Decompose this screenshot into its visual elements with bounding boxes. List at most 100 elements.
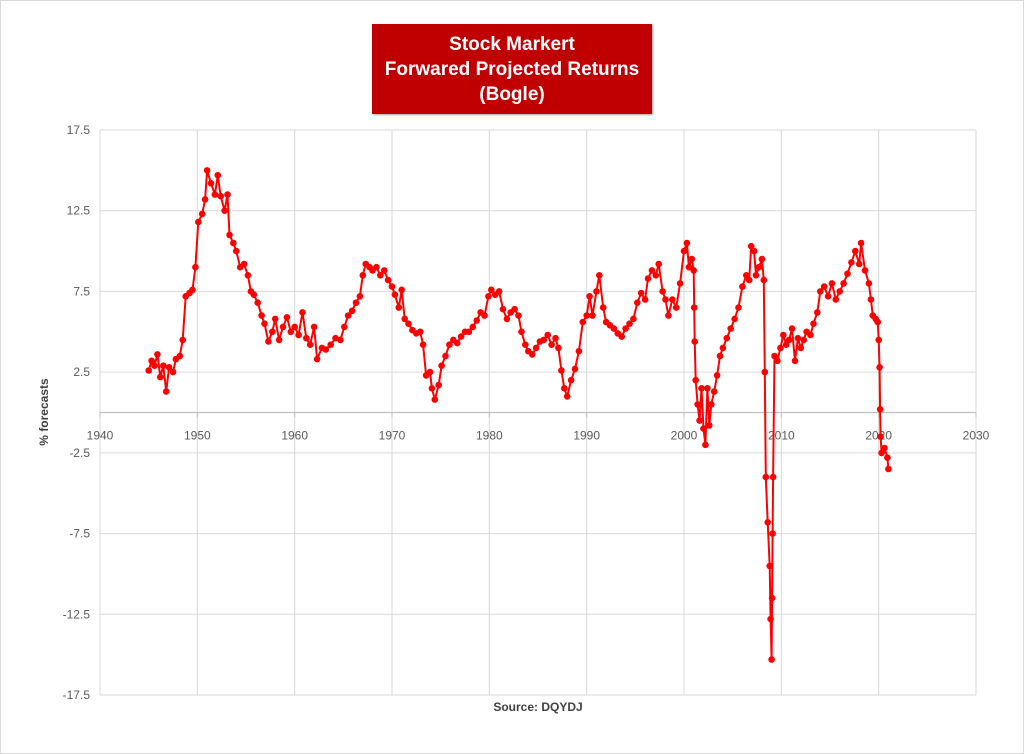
data-point [641,296,649,303]
data-point [797,344,805,352]
data-point [848,259,855,266]
data-point [852,247,859,255]
data-point [593,288,600,295]
data-point [384,276,392,284]
data-point [528,351,536,358]
data-point [495,288,503,295]
data-point [764,519,771,526]
data-point [731,315,738,323]
data-point [571,365,579,373]
data-point [250,291,258,299]
data-point [794,334,802,342]
data-point [692,376,699,384]
data-point [269,328,276,336]
data-point [398,286,406,294]
data-point [800,336,807,344]
data-point [299,309,306,316]
y-tick-label: 12.5 [67,204,91,218]
data-point [586,293,593,300]
data-point [224,191,231,198]
data-point [824,293,832,300]
data-point [817,288,824,295]
data-point [655,260,662,268]
data-point [743,272,750,279]
data-point [555,344,562,352]
data-point [767,615,774,623]
data-point [874,318,881,326]
data-point [683,239,691,247]
data-point [322,346,330,353]
data-point [583,312,590,319]
data-point [169,368,177,376]
data-point [518,328,525,336]
data-point [791,357,799,365]
data-point [419,341,427,349]
data-point [373,263,380,271]
series-line [147,169,890,661]
data-point [148,357,155,365]
data-point [275,336,283,344]
data-point [690,267,697,274]
data-point [457,333,465,340]
data-point [233,247,240,255]
data-point [810,320,817,328]
data-point [261,320,268,328]
data-point [814,309,821,316]
data-point [881,444,888,452]
data-point [481,312,488,319]
data-point [221,207,228,214]
data-point [435,381,443,389]
y-tick-label: 2.5 [73,365,90,379]
data-point [752,272,760,279]
data-point [713,372,721,379]
title-line-3: (Bogle) [479,83,545,105]
data-point [760,276,768,284]
data-point [532,344,540,352]
data-point [359,272,367,279]
data-point [310,323,318,331]
data-point [659,288,666,295]
data-point [626,320,633,328]
data-point [599,304,607,311]
data-point [669,296,676,303]
data-point [465,328,473,336]
data-point [179,336,186,344]
data-point [761,368,769,376]
data-point [189,286,196,294]
x-tick-label: 1960 [281,429,308,443]
data-point [861,267,869,274]
data-point [710,388,718,395]
data-point [442,352,449,360]
data-point [777,344,784,352]
y-tick-label: -12.5 [63,607,91,621]
x-tick-label: 1940 [87,429,114,443]
data-point [885,465,892,473]
data-point [785,336,793,344]
data-point [192,263,199,271]
data-point [690,304,698,311]
data-point [702,441,709,449]
data-point [768,594,776,602]
data-point [503,315,511,323]
data-point [244,272,252,279]
data-point [327,341,335,349]
data-point [782,341,790,349]
data-point [499,305,507,313]
data-point [745,276,753,284]
data-point [706,422,713,429]
data-point [230,239,237,247]
data-point [217,192,224,200]
data-point [446,341,453,349]
data-point [453,339,461,347]
data-point [716,352,724,360]
data-point [306,341,314,349]
data-point [769,473,777,481]
data-point [558,367,565,374]
data-point [428,385,436,392]
data-point [878,449,885,457]
data-point [836,288,843,295]
data-point [391,291,399,299]
data-point [380,267,388,274]
data-point [203,167,211,174]
y-tick-label: -7.5 [69,527,90,541]
